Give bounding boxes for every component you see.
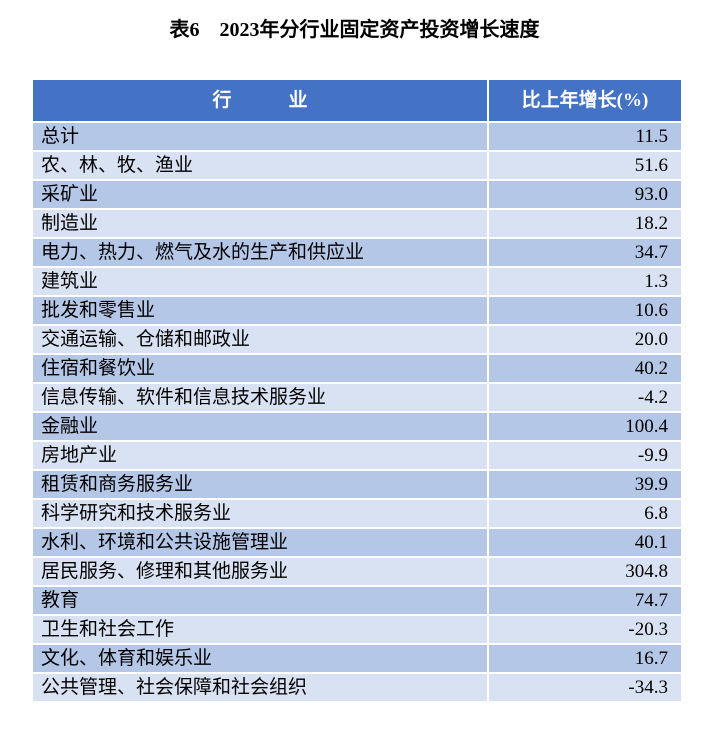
industry-cell: 信息传输、软件和信息技术服务业 xyxy=(33,384,489,411)
table-row: 信息传输、软件和信息技术服务业 -4.2 xyxy=(33,384,681,413)
value-cell: 18.2 xyxy=(634,213,668,234)
table-body: 总计 11.5 农、林、牧、渔业 51.6 采矿业 93.0 制造业 18.2 电力、热力、燃气… xyxy=(33,123,681,703)
industry-cell: 卫生和社会工作 xyxy=(33,616,489,643)
table-row: 水利、环境和公共设施管理业 40.1 xyxy=(33,529,681,558)
industry-cell: 教育 xyxy=(33,587,489,614)
table-row: 教育 74.7 xyxy=(33,587,681,616)
industry-cell: 农、林、牧、渔业 xyxy=(33,152,489,179)
industry-cell: 金融业 xyxy=(33,413,489,440)
document-page: 表6 2023年分行业固定资产投资增长速度 行 业 比上年增长(%) 总计 11.… xyxy=(0,16,709,703)
industry-cell: 电力、热力、燃气及水的生产和供应业 xyxy=(33,239,489,266)
value-cell: -34.3 xyxy=(628,677,668,698)
value-cell: -9.9 xyxy=(637,445,668,466)
table-row: 科学研究和技术服务业 6.8 xyxy=(33,500,681,529)
value-cell: 39.9 xyxy=(634,474,668,495)
value-cell: 6.8 xyxy=(644,503,668,524)
industry-cell: 房地产业 xyxy=(33,442,489,469)
value-cell: 16.7 xyxy=(634,648,668,669)
table-row: 住宿和餐饮业 40.2 xyxy=(33,355,681,384)
table-row: 批发和零售业 10.6 xyxy=(33,297,681,326)
industry-cell: 交通运输、仓储和邮政业 xyxy=(33,326,489,353)
value-cell: 74.7 xyxy=(634,590,668,611)
table-row: 文化、体育和娱乐业 16.7 xyxy=(33,645,681,674)
value-cell: 40.1 xyxy=(634,532,668,553)
industry-cell: 租赁和商务服务业 xyxy=(33,471,489,498)
value-cell: 34.7 xyxy=(634,242,668,263)
industry-cell: 水利、环境和公共设施管理业 xyxy=(33,529,489,556)
table-row: 制造业 18.2 xyxy=(33,210,681,239)
industry-cell: 公共管理、社会保障和社会组织 xyxy=(33,674,489,701)
industry-cell: 制造业 xyxy=(33,210,489,237)
value-cell: 51.6 xyxy=(634,155,668,176)
table-row: 交通运输、仓储和邮政业 20.0 xyxy=(33,326,681,355)
industry-growth-table: 行 业 比上年增长(%) 总计 11.5 农、林、牧、渔业 51.6 采矿业 93.0 制造… xyxy=(33,80,681,703)
value-cell: 100.4 xyxy=(625,416,668,437)
table-header-row: 行 业 比上年增长(%) xyxy=(33,80,681,123)
industry-cell: 总计 xyxy=(33,123,489,150)
table-row: 建筑业 1.3 xyxy=(33,268,681,297)
value-cell: 1.3 xyxy=(644,271,668,292)
industry-cell: 居民服务、修理和其他服务业 xyxy=(33,558,489,585)
value-cell: 20.0 xyxy=(634,329,668,350)
table-row: 金融业 100.4 xyxy=(33,413,681,442)
value-cell: -20.3 xyxy=(628,619,668,640)
value-cell: -4.2 xyxy=(637,387,668,408)
value-cell: 93.0 xyxy=(634,184,668,205)
header-industry: 行 业 xyxy=(33,80,489,121)
header-growth: 比上年增长(%) xyxy=(521,90,649,111)
value-cell: 304.8 xyxy=(625,561,668,582)
value-cell: 11.5 xyxy=(635,126,668,147)
industry-cell: 建筑业 xyxy=(33,268,489,295)
industry-cell: 文化、体育和娱乐业 xyxy=(33,645,489,672)
table-row: 租赁和商务服务业 39.9 xyxy=(33,471,681,500)
table-row: 电力、热力、燃气及水的生产和供应业 34.7 xyxy=(33,239,681,268)
industry-cell: 批发和零售业 xyxy=(33,297,489,324)
industry-cell: 科学研究和技术服务业 xyxy=(33,500,489,527)
value-cell: 10.6 xyxy=(634,300,668,321)
value-cell: 40.2 xyxy=(634,358,668,379)
industry-cell: 住宿和餐饮业 xyxy=(33,355,489,382)
table-row: 房地产业 -9.9 xyxy=(33,442,681,471)
table-row: 居民服务、修理和其他服务业 304.8 xyxy=(33,558,681,587)
table-row: 采矿业 93.0 xyxy=(33,181,681,210)
industry-cell: 采矿业 xyxy=(33,181,489,208)
table-row: 公共管理、社会保障和社会组织 -34.3 xyxy=(33,674,681,703)
table-row: 总计 11.5 xyxy=(33,123,681,152)
table-title: 表6 2023年分行业固定资产投资增长速度 xyxy=(169,19,540,41)
table-row: 卫生和社会工作 -20.3 xyxy=(33,616,681,645)
table-row: 农、林、牧、渔业 51.6 xyxy=(33,152,681,181)
